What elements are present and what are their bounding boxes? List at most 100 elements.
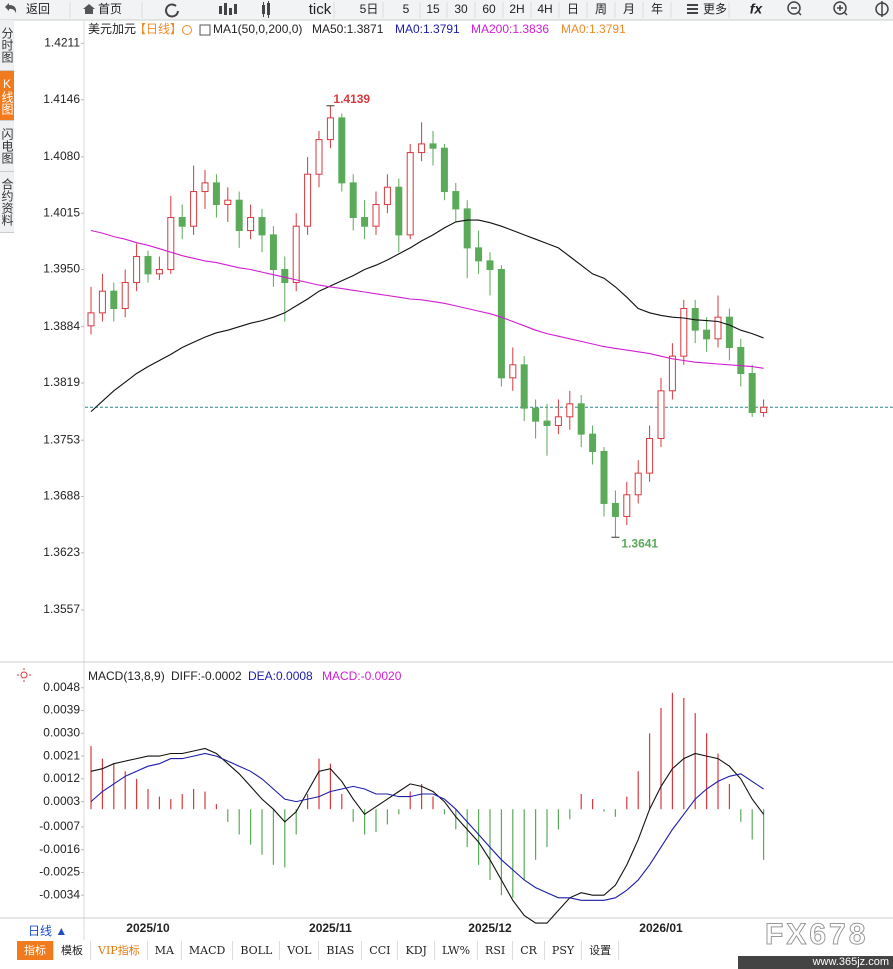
- indicator-tab[interactable]: BOLL: [233, 941, 281, 960]
- candle-body: [235, 199, 243, 232]
- candle-body: [532, 407, 540, 422]
- side-tab[interactable]: K线图: [0, 71, 14, 121]
- toolbar-button[interactable]: 年: [651, 2, 663, 16]
- indicator-line: [90, 219, 764, 413]
- toolbar-button[interactable]: fx: [750, 1, 764, 17]
- candle-body: [554, 416, 562, 426]
- legend-item: DIFF:-0.0002: [171, 669, 242, 683]
- indicator-tab[interactable]: VIP指标: [91, 941, 148, 960]
- y-tick-label: 0.0021: [43, 748, 80, 762]
- toolbar-button[interactable]: 60: [482, 2, 496, 16]
- indicator-tab[interactable]: 指标: [17, 941, 54, 960]
- y-tick-label: 1.3557: [43, 602, 80, 616]
- toolbar-button[interactable]: 周: [595, 2, 607, 16]
- candle-body: [338, 117, 346, 184]
- candle-body: [497, 269, 505, 379]
- crosshair-icon[interactable]: [875, 1, 889, 17]
- candle-body: [668, 355, 676, 392]
- side-tab[interactable]: 分时图: [0, 20, 14, 71]
- zoom-out-icon[interactable]: [787, 1, 802, 16]
- candle-body: [543, 420, 551, 426]
- macd-settings-icon[interactable]: [17, 668, 31, 682]
- y-tick-label: -0.0007: [39, 819, 80, 833]
- indicator-tab[interactable]: VOL: [280, 941, 320, 960]
- candle-body: [418, 143, 426, 154]
- title-settings-icon[interactable]: [182, 25, 192, 35]
- indicator-tab[interactable]: CCI: [362, 941, 399, 960]
- indicator-tab[interactable]: RSI: [478, 941, 514, 960]
- indicator-tab[interactable]: KDJ: [398, 941, 435, 960]
- legend-item: MA1(50,0,200,0): [213, 22, 302, 36]
- indicator-tab[interactable]: 设置: [582, 941, 620, 960]
- candle-type-icon[interactable]: [262, 1, 270, 18]
- toolbar-button[interactable]: 返回: [26, 2, 50, 16]
- side-tab[interactable]: 闪电图: [0, 121, 14, 172]
- candle-body: [326, 117, 334, 141]
- high-label: 1.4139: [333, 92, 370, 106]
- y-tick-label: 0.0048: [43, 680, 80, 694]
- side-tab[interactable]: 合约资料: [0, 172, 14, 233]
- candle-body: [611, 502, 619, 517]
- toolbar-button[interactable]: 月: [623, 2, 635, 16]
- toolbar-button[interactable]: 15: [426, 2, 440, 16]
- candle-body: [577, 403, 585, 435]
- toolbar-button[interactable]: 4H: [537, 2, 552, 16]
- candle-body: [714, 316, 722, 340]
- legend-item: MA200:1.3836: [471, 22, 549, 36]
- candle-body: [486, 260, 494, 271]
- toolbar-button[interactable]: 5: [403, 2, 410, 16]
- candle-body: [429, 143, 437, 149]
- indicator-tab[interactable]: MACD: [182, 941, 234, 960]
- legend-item: DEA:0.0008: [248, 669, 313, 683]
- y-tick-label: -0.0025: [39, 865, 80, 879]
- candle-body: [623, 494, 631, 517]
- candle-body: [247, 217, 255, 232]
- watermark-url: www.365jz.com: [738, 956, 893, 969]
- refresh-icon[interactable]: [165, 3, 179, 18]
- period-selector[interactable]: 日线 ▲: [28, 924, 68, 938]
- indicator-icon[interactable]: [199, 24, 211, 36]
- toolbar-button[interactable]: tick: [309, 1, 332, 18]
- candle-icon[interactable]: [219, 3, 237, 15]
- more-icon[interactable]: [687, 4, 698, 14]
- zoom-in-icon[interactable]: [833, 1, 848, 16]
- toolbar-button[interactable]: 30: [454, 2, 468, 16]
- candle-body: [178, 217, 186, 227]
- candle-body: [680, 308, 688, 357]
- toolbar-button[interactable]: 2H: [509, 2, 524, 16]
- candle-body: [509, 364, 517, 379]
- toolbar-button[interactable]: 5日: [360, 2, 379, 16]
- back-icon[interactable]: [5, 3, 17, 13]
- home-icon[interactable]: [83, 4, 95, 14]
- legend-item: MA0:1.3791: [395, 22, 460, 36]
- candle-body: [395, 186, 403, 236]
- y-tick-label: 1.4015: [43, 205, 80, 219]
- indicator-tab[interactable]: BIAS: [319, 941, 363, 960]
- toolbar-button[interactable]: 首页: [98, 2, 122, 16]
- legend-item: MA0:1.3791: [561, 22, 626, 36]
- y-tick-label: 1.3884: [43, 319, 80, 333]
- candle-body: [201, 182, 209, 193]
- indicator-tab[interactable]: MA: [148, 941, 182, 960]
- y-tick-label: 1.3950: [43, 262, 80, 276]
- candle-body: [190, 191, 198, 227]
- candle-body: [87, 312, 95, 327]
- toolbar-button[interactable]: 日: [567, 2, 579, 16]
- indicator-tab[interactable]: CR: [513, 941, 545, 960]
- candle-body: [737, 346, 745, 374]
- candle-body: [657, 390, 665, 439]
- indicator-tab[interactable]: 模板: [54, 941, 91, 960]
- candle-body: [349, 182, 357, 219]
- y-tick-label: -0.0034: [39, 887, 80, 901]
- candle-body: [725, 316, 733, 348]
- indicator-tab[interactable]: PSY: [545, 941, 583, 960]
- toolbar-button[interactable]: 更多: [703, 2, 727, 16]
- candle-body: [224, 199, 232, 206]
- candle-body: [133, 256, 141, 284]
- indicator-tab[interactable]: LW%: [435, 941, 479, 960]
- chart-title: 美元加元: [88, 22, 136, 36]
- candle-body: [110, 290, 118, 310]
- candle-body: [383, 186, 391, 206]
- low-label: 1.3641: [621, 536, 658, 550]
- candle-body: [463, 208, 471, 249]
